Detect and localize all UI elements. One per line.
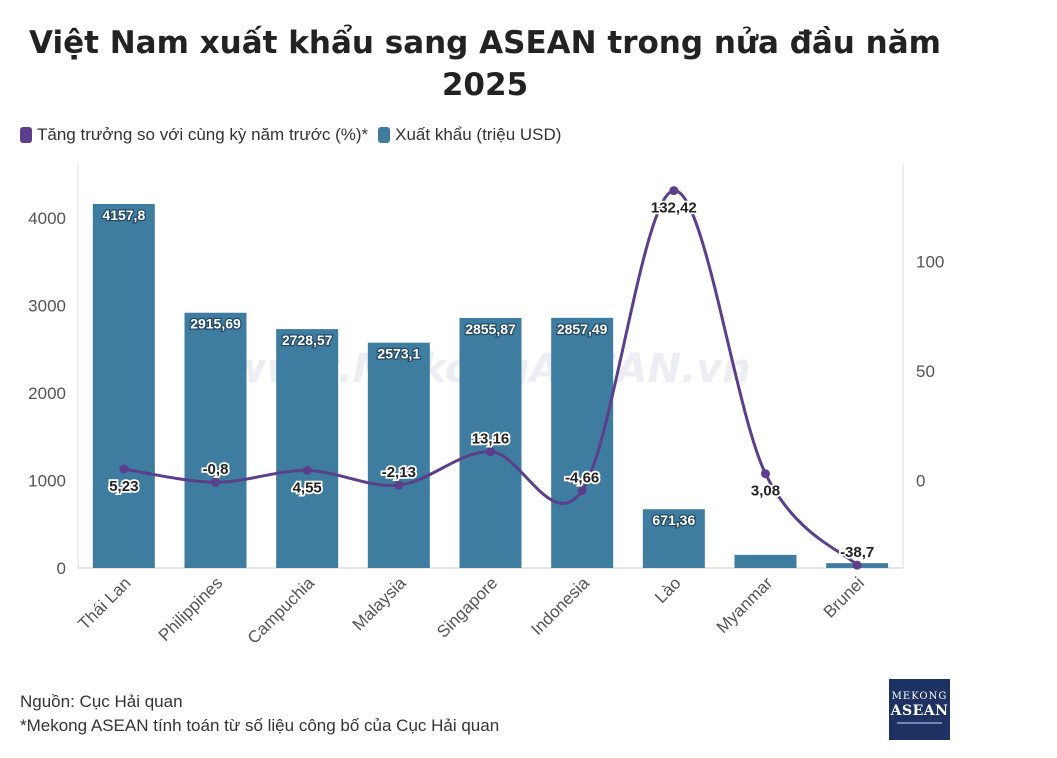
bar-value-label: 2857,49 [557, 321, 608, 337]
bar-8 [734, 554, 797, 568]
growth-value-label: 132,42 [651, 200, 697, 217]
bar-2 [184, 312, 247, 568]
legend-swatch-growth [20, 127, 32, 143]
bar-value-label: 2855,87 [465, 321, 516, 337]
legend-item-export: Xuất khẩu (triệu USD) [378, 125, 561, 145]
growth-value-label: -4,66 [565, 470, 599, 487]
bar-value-label: 2728,57 [282, 332, 333, 348]
growth-point-2 [211, 477, 220, 487]
y-left-tick-label: 1000 [28, 471, 66, 490]
growth-value-label: -0,8 [203, 461, 229, 478]
y-left-tick-label: 0 [57, 559, 66, 578]
x-tick-label: Campuchia [244, 573, 319, 648]
logo-text-2: ASEAN [890, 703, 949, 719]
x-tick-label: Singapore [433, 573, 501, 641]
x-tick-label: Philippines [155, 573, 227, 645]
growth-value-label: 3,08 [751, 483, 780, 500]
bar-value-label: 671,36 [652, 512, 695, 528]
bar-4 [367, 342, 430, 568]
y-left-tick-label: 2000 [28, 384, 66, 403]
y-left-tick-label: 4000 [28, 209, 66, 228]
bar-5 [459, 317, 522, 568]
source-line: Nguồn: Cục Hải quan [20, 692, 183, 711]
logo-text-1: MEKONG [891, 691, 948, 702]
legend-swatch-export [378, 127, 391, 143]
logo-rule [897, 722, 942, 724]
growth-value-label: 13,16 [472, 431, 510, 448]
y-right-tick-label: 50 [916, 362, 935, 381]
growth-point-7 [669, 186, 679, 196]
growth-point-9 [852, 560, 862, 570]
growth-point-8 [761, 469, 770, 479]
bar-value-label: 2915,69 [190, 316, 241, 332]
bar-value-label: 4157,8 [102, 207, 145, 223]
combo-chart: www.MekongASEAN.vn0100020003000400005010… [28, 164, 944, 648]
growth-value-label: -38,7 [840, 544, 874, 561]
mekong-asean-logo: MEKONG ASEAN [889, 679, 950, 740]
source-note: Nguồn: Cục Hải quan *Mekong ASEAN tính t… [20, 690, 499, 738]
y-right-tick-label: 100 [916, 253, 944, 272]
x-tick-label: Brunei [820, 573, 868, 621]
legend-label-growth: Tăng trưởng so với cùng kỳ năm trước (%)… [37, 125, 369, 144]
growth-line [123, 189, 859, 567]
x-tick-label: Myanmar [713, 573, 777, 637]
legend: Tăng trưởng so với cùng kỳ năm trước (%)… [20, 125, 561, 145]
y-right-tick-label: 0 [916, 471, 925, 490]
bar-1 [92, 203, 155, 568]
x-tick-label: Malaysia [349, 573, 410, 634]
x-tick-label: Indonesia [527, 573, 593, 639]
growth-value-label: 4,55 [293, 479, 322, 496]
bar-7 [642, 509, 705, 568]
growth-point-3 [302, 465, 312, 475]
bar-3 [276, 329, 339, 568]
growth-point-6 [577, 486, 587, 496]
growth-point-5 [486, 447, 495, 457]
source-footnote: *Mekong ASEAN tính toán từ số liệu công … [20, 716, 500, 735]
growth-point-1 [119, 464, 129, 474]
bar-value-label: 2573,1 [377, 346, 420, 362]
legend-item-growth: Tăng trưởng so với cùng kỳ năm trước (%)… [20, 125, 368, 145]
bar-6 [551, 317, 614, 568]
legend-label-export: Xuất khẩu (triệu USD) [395, 125, 562, 144]
x-tick-label: Thái Lan [74, 573, 134, 633]
chart-title: Việt Nam xuất khẩu sang ASEAN trong nửa … [29, 25, 941, 103]
growth-value-label: -2,13 [382, 464, 416, 481]
y-left-tick-label: 3000 [28, 296, 66, 315]
growth-value-label: 5,23 [109, 478, 138, 495]
growth-point-4 [394, 480, 404, 490]
x-tick-label: Lào [651, 573, 684, 606]
